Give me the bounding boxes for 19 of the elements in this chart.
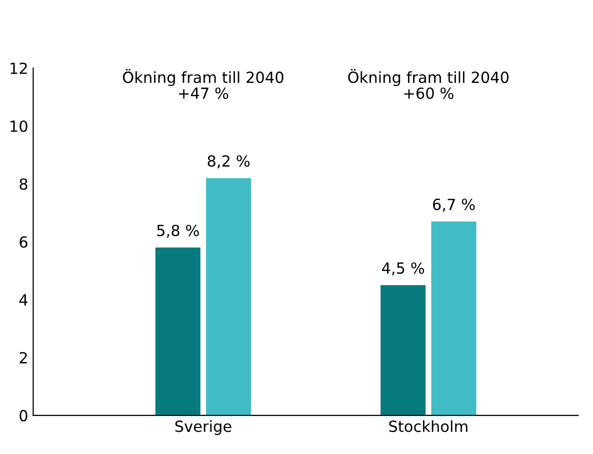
y-tick-label: 0 — [20, 410, 28, 422]
data-label: 6,7 % — [432, 198, 475, 212]
bar — [206, 178, 252, 416]
annotation: Ökning fram till 2040 +60 % — [348, 68, 509, 100]
data-label: 4,5 % — [382, 262, 424, 276]
bar — [431, 221, 476, 416]
data-label: 8,2 % — [208, 155, 250, 168]
bar — [380, 285, 426, 416]
x-tick-label: Stockholm — [389, 420, 468, 432]
y-tick-label: 12 — [10, 62, 27, 74]
data-label: 5,8 % — [157, 224, 199, 238]
y-tick-label: 2 — [20, 352, 27, 364]
y-tick-label: 6 — [20, 236, 28, 248]
y-tick-label: 10 — [10, 120, 28, 132]
y-tick-label: 4 — [19, 294, 28, 306]
bar — [155, 248, 200, 416]
annotation: Ökning fram till 2040 +47 % — [122, 68, 284, 100]
y-tick-label: 8 — [20, 178, 28, 190]
x-tick-label: Sverige — [175, 420, 232, 436]
